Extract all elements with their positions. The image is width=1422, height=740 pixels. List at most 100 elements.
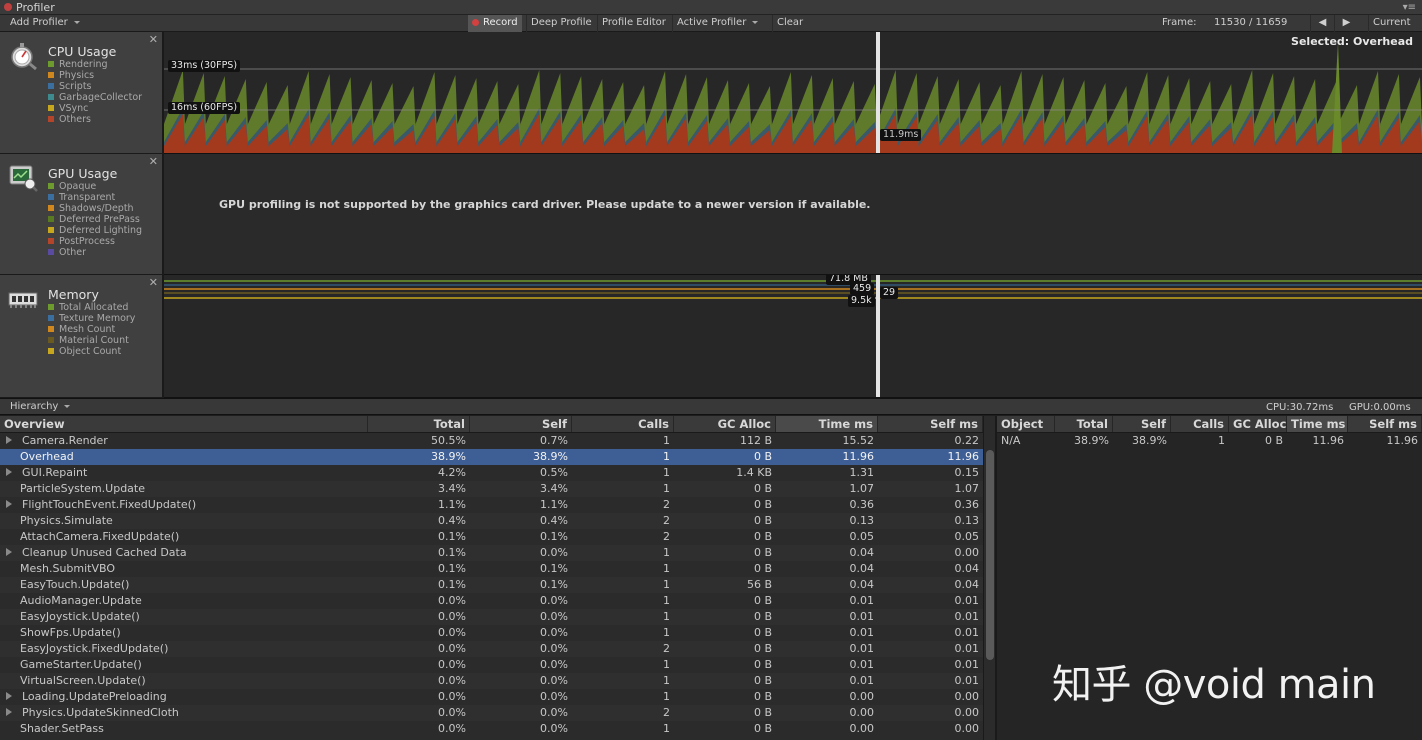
column-self[interactable]: Self [470,416,572,432]
cell-gc-alloc: 0 B [753,610,772,623]
gpu-usage-lane[interactable]: GPU Usage ✕ Opaque Transparent Shadows/D… [0,154,164,275]
column-time-ms[interactable]: Time ms [776,416,878,432]
table-row[interactable]: Physics.UpdateSkinnedCloth 0.0% 0.0% 2 0 B 0.… [0,705,983,721]
legend-item[interactable]: GarbageCollector [48,92,142,103]
cell-time-ms: 0.01 [849,642,875,655]
table-row[interactable]: ShowFps.Update() 0.0% 0.0% 1 0 B 0.01 0.01 [0,625,983,641]
legend-item[interactable]: Deferred Lighting [48,225,142,236]
table-row[interactable]: Overhead 38.9% 38.9% 1 0 B 11.96 11.96 [0,449,983,465]
legend-item[interactable]: Shadows/Depth [48,203,142,214]
table-row[interactable]: Cleanup Unused Cached Data 0.1% 0.0% 1 0 B 0.… [0,545,983,561]
cell-total: 0.1% [438,546,466,559]
column-time-ms[interactable]: Time ms [1287,416,1348,432]
clear-button[interactable]: Clear [772,15,807,32]
deep-profile-button[interactable]: Deep Profile [526,15,596,32]
cell-calls: 1 [663,578,670,591]
expand-arrow-icon[interactable] [6,692,16,700]
table-row[interactable]: Mesh.SubmitVBO 0.1% 0.1% 1 0 B 0.04 0.04 [0,561,983,577]
table-row[interactable]: Loading.UpdatePreloading 0.0% 0.0% 1 0 B 0.00… [0,689,983,705]
column-total[interactable]: Total [1055,416,1113,432]
view-mode-dropdown[interactable]: Hierarchy [4,399,76,414]
legend-item[interactable]: Scripts [48,81,142,92]
table-row[interactable]: GameStarter.Update() 0.0% 0.0% 1 0 B 0.01 0.01 [0,657,983,673]
column-overview[interactable]: Overview [0,416,368,432]
hierarchy-scrollbar[interactable] [983,416,995,740]
cell-time-ms: 0.04 [849,578,875,591]
legend-item[interactable]: Others [48,114,142,125]
column-calls[interactable]: Calls [1171,416,1229,432]
add-profiler-dropdown[interactable]: Add Profiler [6,15,84,32]
close-icon[interactable]: ✕ [148,33,158,46]
expand-arrow-icon[interactable] [6,548,16,556]
table-row[interactable]: AttachCamera.FixedUpdate() 0.1% 0.1% 2 0 B 0.… [0,529,983,545]
next-frame-button[interactable]: ▶ [1334,15,1358,32]
legend-item[interactable]: Total Allocated [48,302,135,313]
cell-time-ms: 0.04 [849,562,875,575]
active-profiler-dropdown[interactable]: Active Profiler [672,15,762,32]
table-row[interactable]: VirtualScreen.Update() 0.0% 0.0% 1 0 B 0.01 0.… [0,673,983,689]
legend-item[interactable]: Physics [48,70,142,81]
legend-swatch [48,205,54,211]
prev-frame-button[interactable]: ◀ [1310,15,1334,32]
cpu-usage-lane[interactable]: CPU Usage ✕ Rendering Physics Scripts Ga… [0,32,164,154]
legend-item[interactable]: Mesh Count [48,324,135,335]
column-self[interactable]: Self [1113,416,1171,432]
profile-editor-button[interactable]: Profile Editor [597,15,670,32]
expand-arrow-icon[interactable] [6,436,16,444]
cell-self-ms: 0.04 [954,562,980,575]
window-menu-icon[interactable]: ▾≡ [1402,2,1416,13]
expand-arrow-icon[interactable] [6,708,16,716]
cell-total: 0.0% [438,722,466,735]
profiler-toolbar: Add Profiler Record Deep Profile Profile… [0,15,1422,32]
table-row[interactable]: EasyJoystick.FixedUpdate() 0.0% 0.0% 2 0 B 0.… [0,641,983,657]
legend-item[interactable]: Transparent [48,192,142,203]
expand-arrow-icon[interactable] [6,468,16,476]
expand-arrow-icon[interactable] [6,500,16,508]
column-self-ms[interactable]: Self ms [878,416,983,432]
frame-cursor[interactable] [876,275,880,398]
column-total[interactable]: Total [368,416,470,432]
legend-item[interactable]: Rendering [48,59,142,70]
cell-self: 0.1% [540,562,568,575]
close-icon[interactable]: ✕ [148,155,158,168]
legend-item[interactable]: Deferred PrePass [48,214,142,225]
scrollbar-thumb[interactable] [986,450,994,660]
table-row[interactable]: Shader.SetPass 0.0% 0.0% 1 0 B 0.00 0.00 [0,721,983,737]
table-row[interactable]: Physics.Simulate 0.4% 0.4% 2 0 B 0.13 0.13 [0,513,983,529]
table-row[interactable]: Camera.Render 50.5% 0.7% 1 112 B 15.52 0.22 [0,433,983,449]
legend-label: Rendering [59,59,108,70]
cpu-usage-graph[interactable]: 33ms (30FPS) 16ms (60FPS) 11.9ms Selecte… [164,32,1422,154]
cell-calls: 1 [663,658,670,671]
cell-self-ms: 0.36 [954,498,980,511]
column-self-ms[interactable]: Self ms [1348,416,1422,432]
close-icon[interactable]: ✕ [148,276,158,289]
column-object[interactable]: Object [997,416,1055,432]
gpu-usage-graph[interactable]: GPU profiling is not supported by the gr… [164,154,1422,275]
legend-item[interactable]: Object Count [48,346,135,357]
legend-item[interactable]: Other [48,247,142,258]
table-row[interactable]: EasyJoystick.Update() 0.0% 0.0% 1 0 B 0.01 0.0… [0,609,983,625]
column-gc-alloc[interactable]: GC Alloc [1229,416,1287,432]
memory-graph[interactable]: 71.8 MB 459 9.5k 29 [164,275,1422,398]
cell-time-ms: 1.07 [849,482,875,495]
column-calls[interactable]: Calls [572,416,674,432]
frame-cursor[interactable] [876,32,880,154]
table-row[interactable]: AudioManager.Update 0.0% 0.0% 1 0 B 0.01 0.01 [0,593,983,609]
record-button[interactable]: Record [468,15,522,32]
table-row[interactable]: FlightTouchEvent.FixedUpdate() 1.1% 1.1% 2 0… [0,497,983,513]
table-row[interactable]: GUI.Repaint 4.2% 0.5% 1 1.4 KB 1.31 0.15 [0,465,983,481]
legend-item[interactable]: Texture Memory [48,313,135,324]
table-row[interactable]: ParticleSystem.Update 3.4% 3.4% 1 0 B 1.07 1.0… [0,481,983,497]
cell-gc-alloc: 0 B [753,450,772,463]
table-row[interactable]: EasyTouch.Update() 0.1% 0.1% 1 56 B 0.04 0.04 [0,577,983,593]
details-row[interactable]: N/A 38.9% 38.9% 1 0 B 11.96 11.96 [997,433,1422,449]
current-frame-button[interactable]: Current [1368,15,1415,32]
legend-item[interactable]: Material Count [48,335,135,346]
legend-item[interactable]: PostProcess [48,236,142,247]
column-gc-alloc[interactable]: GC Alloc [674,416,776,432]
legend-item[interactable]: VSync [48,103,142,114]
legend-item[interactable]: Opaque [48,181,142,192]
gpu-lane-title: GPU Usage [48,166,118,181]
memory-lane[interactable]: Memory ✕ Total Allocated Texture Memory … [0,275,164,398]
memory-graph-area [164,275,1422,398]
